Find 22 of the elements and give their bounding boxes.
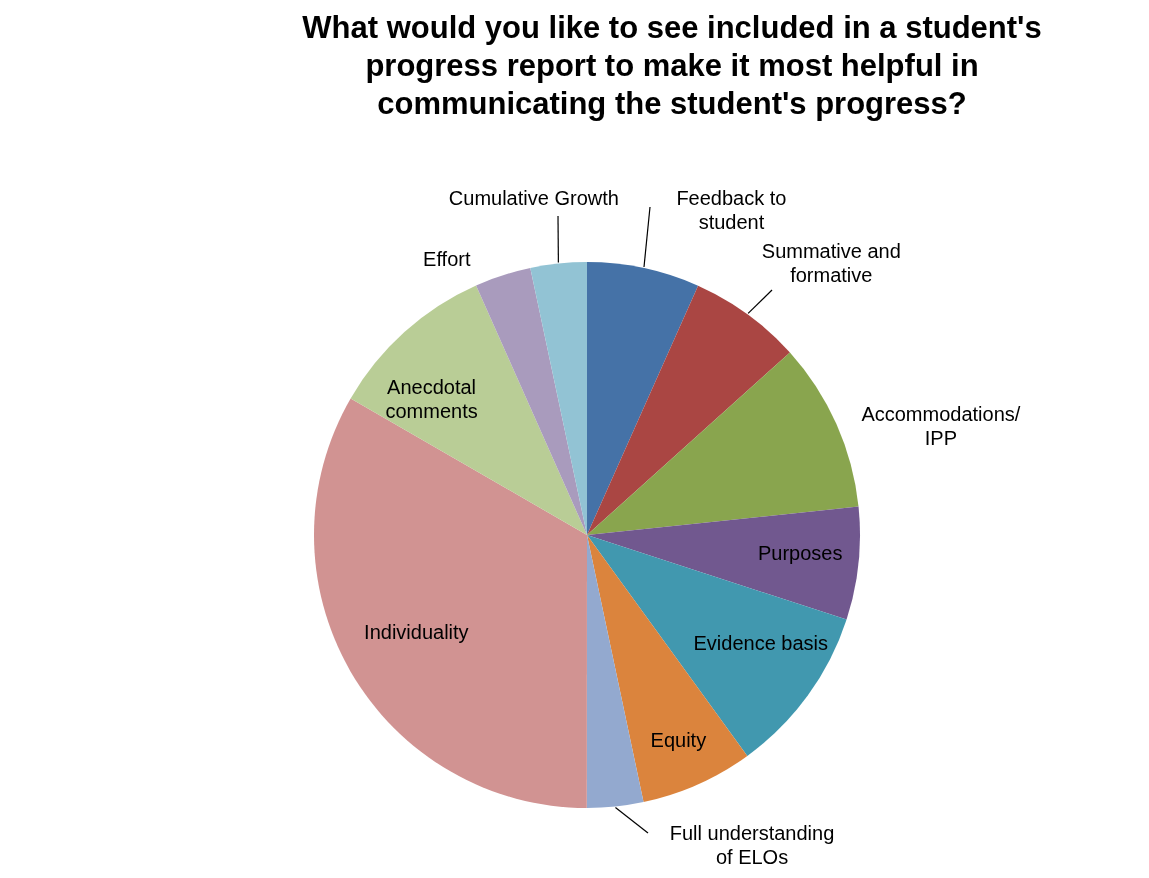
slice-label: Feedback to student [676,186,787,233]
pie-slice [587,262,699,535]
slice-label: Individuality [364,621,469,644]
pie-slice [587,535,847,756]
pie-slice [476,267,587,535]
pie-slice [530,262,587,535]
pie-slice [350,285,587,535]
slice-label: Anecdotal comments [385,375,478,422]
slice-label: Equity [650,728,707,751]
slice-label: Cumulative Growth [448,187,619,210]
slice-label: Accommodations/ IPP [861,402,1021,449]
pie-slice [587,352,859,535]
slice-label: Purposes [757,541,843,564]
slice-label: Summative and formative [761,239,901,286]
pie-slice [314,398,587,808]
chart-title: What would you like to see included in a student's progress report to make it most helpful in communicating the student's progress? [302,10,1042,121]
slice-label: Full understanding of ELOs [669,821,835,868]
slice-label: Evidence basis [693,631,829,654]
pie-slice [587,285,790,535]
slice-label: Effort [423,247,471,270]
pie-slice [586,535,644,808]
pie-slice [587,506,860,620]
